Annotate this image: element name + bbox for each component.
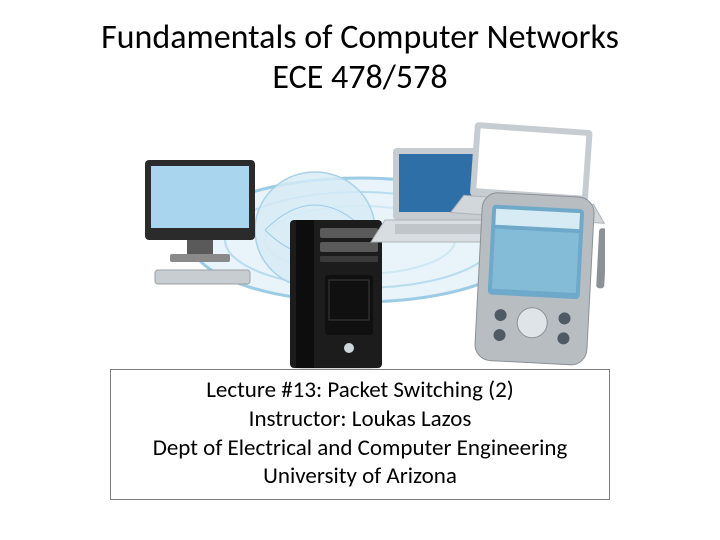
slide: Fundamentals of Computer Networks ECE 47… xyxy=(0,0,720,540)
footer-line1: Lecture #13: Packet Switching (2) xyxy=(115,376,605,405)
title-line2: ECE 478/578 xyxy=(0,58,720,98)
footer-line3: Dept of Electrical and Computer Engineer… xyxy=(115,434,605,463)
devices-svg xyxy=(115,120,605,370)
footer-line4: University of Arizona xyxy=(115,462,605,491)
devices-graphic xyxy=(115,120,605,370)
footer-line2: Instructor: Loukas Lazos xyxy=(115,405,605,434)
pda-device-icon xyxy=(474,192,605,366)
title-line1: Fundamentals of Computer Networks xyxy=(0,18,720,58)
slide-footer: Lecture #13: Packet Switching (2) Instru… xyxy=(110,369,610,500)
slide-title: Fundamentals of Computer Networks ECE 47… xyxy=(0,18,720,98)
